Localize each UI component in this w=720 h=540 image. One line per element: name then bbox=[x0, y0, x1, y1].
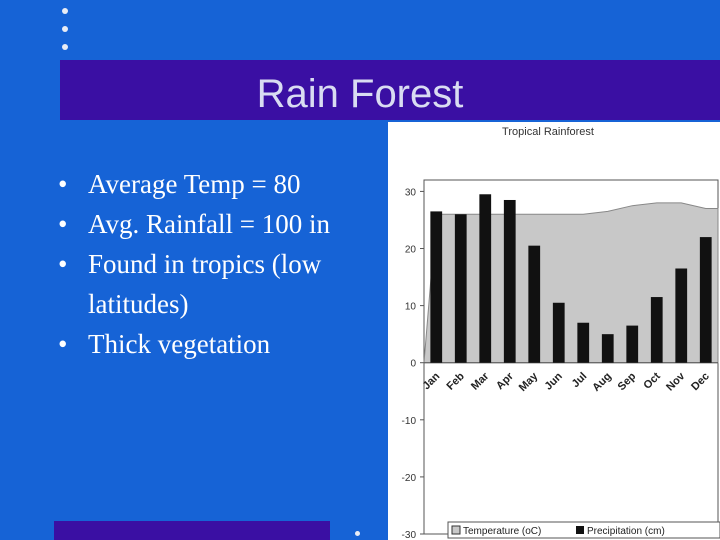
legend-label: Temperature (oC) bbox=[463, 526, 541, 537]
precipitation-bar bbox=[626, 325, 639, 363]
y-tick-label: 30 bbox=[405, 187, 417, 198]
title-bar bbox=[60, 60, 720, 120]
bullet-marker: • bbox=[58, 329, 68, 359]
decor-dot bbox=[62, 26, 68, 32]
decor-dot bbox=[62, 8, 68, 14]
footer-bar bbox=[54, 521, 330, 540]
bullet-list: • Average Temp = 80 • Avg. Rainfall = 100 … bbox=[58, 164, 378, 364]
bullet-item: • Avg. Rainfall = 100 in bbox=[58, 204, 378, 244]
precipitation-bar bbox=[430, 211, 443, 363]
precipitation-bar bbox=[675, 268, 688, 363]
precipitation-bar bbox=[577, 322, 590, 363]
y-tick-label: 20 bbox=[405, 245, 417, 256]
bullet-marker: • bbox=[58, 209, 68, 239]
bullet-item: • Thick vegetation bbox=[58, 324, 378, 364]
legend-swatch-precipitation bbox=[576, 526, 584, 534]
bullet-text: Average Temp = 80 bbox=[88, 169, 301, 199]
decor-dot bbox=[355, 531, 360, 536]
y-tick-label: 10 bbox=[405, 302, 417, 313]
bullet-text: Found in tropics (low latitudes) bbox=[88, 249, 322, 319]
precipitation-bar bbox=[503, 199, 516, 363]
precipitation-bar bbox=[699, 237, 712, 363]
precipitation-bar bbox=[601, 334, 614, 363]
y-tick-label: -20 bbox=[402, 473, 417, 484]
precipitation-bar bbox=[552, 302, 565, 363]
y-tick-label: -10 bbox=[402, 416, 417, 427]
y-tick-label: 0 bbox=[410, 359, 416, 370]
precipitation-bar bbox=[454, 214, 467, 363]
y-tick-label: -30 bbox=[402, 530, 417, 540]
precipitation-bar bbox=[479, 194, 492, 363]
chart-title: Tropical Rainforest bbox=[502, 126, 594, 138]
precipitation-bar bbox=[650, 297, 663, 363]
climate-chart: Tropical Rainforest 30 20 10 0 -10 -20 -30 Jan Fe… bbox=[388, 122, 720, 540]
bullet-marker: • bbox=[58, 169, 68, 199]
legend-label: Precipitation (cm) bbox=[587, 526, 665, 537]
bullet-marker: • bbox=[58, 249, 68, 279]
legend-swatch-temperature bbox=[451, 525, 461, 535]
decor-dot bbox=[62, 44, 68, 50]
bullet-item: • Average Temp = 80 bbox=[58, 164, 378, 204]
slide-title: Rain Forest bbox=[256, 72, 464, 116]
temperature-area bbox=[423, 202, 719, 364]
bullet-text: Avg. Rainfall = 100 in bbox=[88, 209, 330, 239]
precipitation-bar bbox=[528, 245, 541, 363]
bullet-text: Thick vegetation bbox=[88, 329, 271, 359]
bullet-item: • Found in tropics (low latitudes) bbox=[58, 244, 378, 324]
